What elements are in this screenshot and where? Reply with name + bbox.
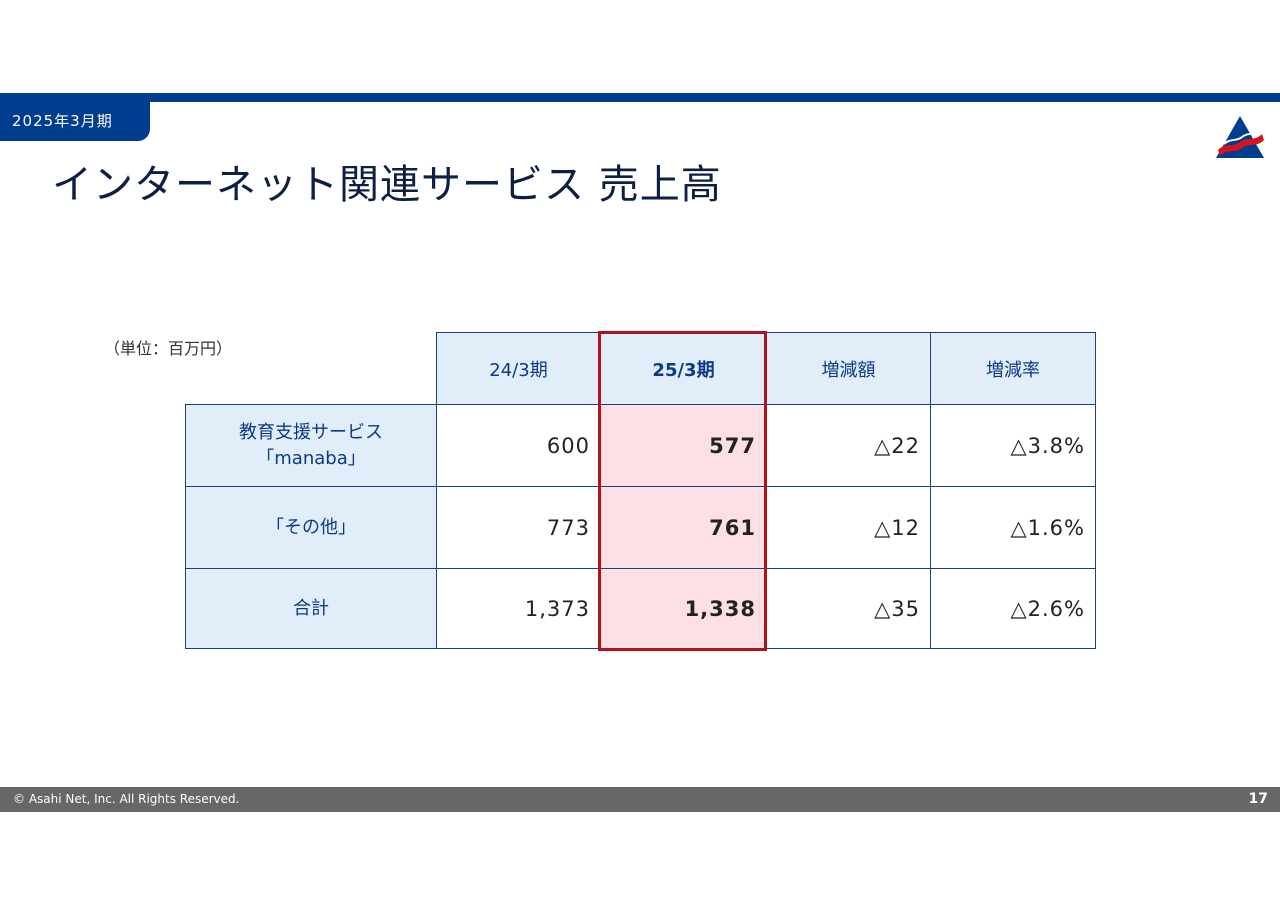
column-header-change-rate: 増減率: [930, 332, 1096, 405]
cell-total-change-amount: △35: [766, 568, 931, 649]
cell-other-fy2025: 761: [600, 486, 767, 569]
unit-label: （単位：百万円）: [104, 339, 233, 358]
cell-other-fy2024: 773: [436, 486, 601, 569]
cell-total-fy2024: 1,373: [436, 568, 601, 649]
sales-table: 24/3期 25/3期 増減額 増減率 教育支援サービス 「manaba」 60…: [185, 332, 1096, 649]
cell-total-change-rate: △2.6%: [930, 568, 1096, 649]
column-header-fy2024: 24/3期: [436, 332, 601, 405]
table-header-row: 24/3期 25/3期 増減額 増減率: [186, 332, 1096, 405]
asahi-net-logo-icon: [1216, 116, 1264, 158]
row-label-total: 合計: [185, 568, 437, 649]
cell-manaba-change-amount: △22: [766, 404, 931, 487]
column-header-change-amount: 増減額: [766, 332, 931, 405]
table-corner: [186, 333, 437, 405]
row-label-line2: 「manaba」: [256, 447, 366, 469]
table-row-total: 合計 1,373 1,338 △35 △2.6%: [185, 568, 1096, 649]
cell-manaba-change-rate: △3.8%: [930, 404, 1096, 487]
column-header-fy2025: 25/3期: [600, 332, 767, 405]
page-title: インターネット関連サービス 売上高: [52, 162, 722, 208]
row-label-line1: 教育支援サービス: [239, 421, 383, 443]
row-label-manaba: 教育支援サービス 「manaba」: [185, 404, 437, 487]
page-number: 17: [1248, 791, 1268, 807]
footer-bar: © Asahi Net, Inc. All Rights Reserved. 1…: [0, 787, 1280, 812]
cell-other-change-rate: △1.6%: [930, 486, 1096, 569]
cell-other-change-amount: △12: [766, 486, 931, 569]
row-label-other: 「その他」: [185, 486, 437, 569]
cell-total-fy2025: 1,338: [600, 568, 767, 649]
copyright-text: © Asahi Net, Inc. All Rights Reserved.: [13, 792, 240, 806]
table-row-other: 「その他」 773 761 △12 △1.6%: [185, 486, 1096, 569]
header-bar: [0, 93, 1280, 102]
table-row-manaba: 教育支援サービス 「manaba」 600 577 △22 △3.8%: [185, 404, 1096, 487]
fiscal-period-tab: 2025年3月期: [0, 102, 150, 141]
cell-manaba-fy2025: 577: [600, 404, 767, 487]
cell-manaba-fy2024: 600: [436, 404, 601, 487]
